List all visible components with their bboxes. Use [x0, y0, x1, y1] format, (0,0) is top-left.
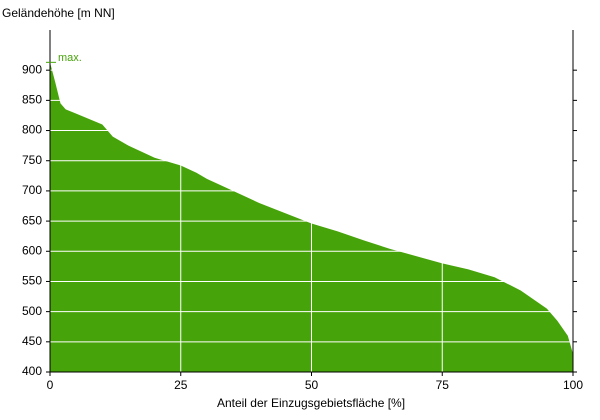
- y-tick-label: 400: [22, 364, 42, 378]
- x-axis-label: Anteil der Einzugsgebietsfläche [%]: [217, 396, 405, 410]
- y-tick-label: 650: [22, 213, 42, 227]
- y-tick-label: 500: [22, 304, 42, 318]
- y-tick-label: 600: [22, 243, 42, 257]
- x-tick-label: 100: [563, 378, 583, 392]
- y-tick-label: 900: [22, 62, 42, 76]
- x-tick-label: 0: [47, 378, 54, 392]
- annotation: max.: [58, 52, 82, 64]
- y-tick-label: 750: [22, 153, 42, 167]
- y-tick-label: 450: [22, 334, 42, 348]
- y-tick-label: 700: [22, 183, 42, 197]
- y-axis-label: Geländehöhe [m NN]: [2, 6, 115, 20]
- y-tick-label: 550: [22, 274, 42, 288]
- y-tick-label: 850: [22, 93, 42, 107]
- x-tick-label: 25: [174, 378, 188, 392]
- x-tick-label: 50: [305, 378, 319, 392]
- y-tick-label: 800: [22, 123, 42, 137]
- x-tick-label: 75: [436, 378, 450, 392]
